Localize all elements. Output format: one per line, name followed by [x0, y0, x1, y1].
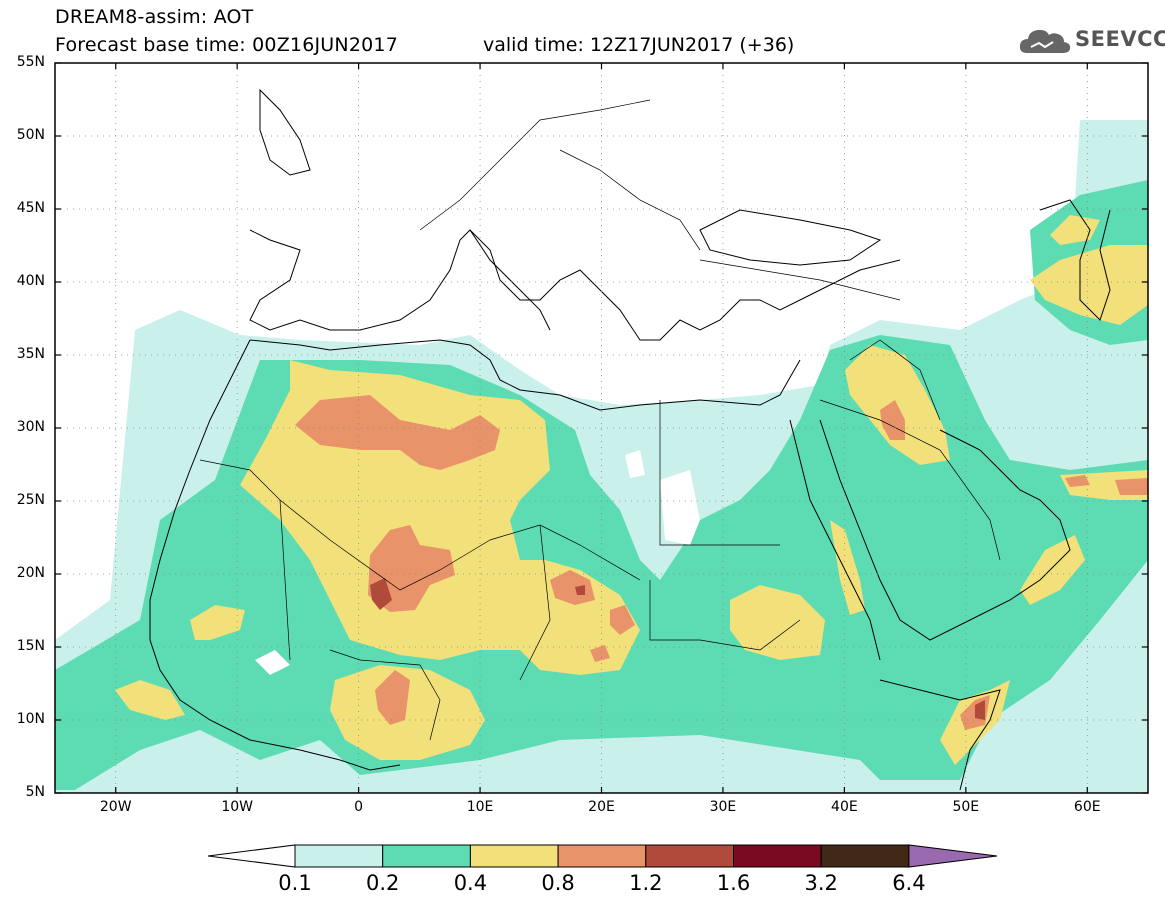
- colorbar-label: 6.4: [892, 871, 926, 895]
- aot-contour-below-0.1-west: [255, 650, 290, 675]
- lon-label: 50E: [952, 799, 980, 815]
- aot-contour-0.8-nigeria: [375, 670, 410, 725]
- seevccc-logo: SEEVCCC: [1017, 23, 1165, 59]
- colorbar: [207, 844, 998, 868]
- aot-contour-0.4-redsea: [830, 520, 865, 615]
- aot-contour-1.2-c: [975, 700, 985, 720]
- aot-contour-0.4-west: [115, 680, 185, 720]
- border-niger-chad: [489, 524, 641, 581]
- colorbar-label: 0.1: [278, 871, 312, 895]
- aot-contour-0.8-niger: [368, 525, 455, 612]
- colorbar-segment: [645, 844, 734, 868]
- lat-label: 35N: [16, 346, 45, 362]
- border-nigeria: [329, 649, 441, 741]
- lat-label: 55N: [16, 54, 45, 70]
- coastline-west-africa: [149, 339, 401, 771]
- aot-contour-1.2-b: [575, 585, 585, 595]
- lat-label: 25N: [16, 492, 45, 508]
- colorbar-label: 0.8: [541, 871, 575, 895]
- border-algeria-mali: [279, 499, 491, 591]
- colorbar-segment: [469, 844, 559, 868]
- lat-label: 40N: [16, 273, 45, 289]
- aot-contour-0.8-iraq: [880, 400, 905, 440]
- lon-label: 0: [354, 799, 364, 815]
- gridlines: [55, 63, 1148, 793]
- colorbar-segment: [382, 844, 471, 868]
- border-mauritania: [199, 459, 291, 661]
- colorbar-segment: [820, 844, 910, 868]
- colorbar-high-extension: [908, 844, 998, 868]
- coastlines: [149, 88, 1111, 791]
- border-libya-egypt: [659, 400, 780, 546]
- aot-contour-1.2: [370, 578, 392, 610]
- lat-label: 45N: [16, 200, 45, 216]
- aot-contour-0.8-iran2: [1115, 478, 1148, 495]
- aot-contour-0.4-sudan: [730, 585, 825, 660]
- aot-contour-below-0.1-libya: [625, 450, 645, 478]
- logo-text: SEEVCCC: [1075, 27, 1165, 51]
- lat-label: 5N: [25, 784, 45, 800]
- aot-contour-0.8-iran: [1065, 475, 1090, 487]
- border-europe-2: [559, 149, 701, 251]
- aot-contour-0.8-chad: [550, 570, 595, 605]
- colorbar-segment: [294, 844, 384, 868]
- border-iraq-iran: [849, 339, 941, 421]
- colorbar-label: 1.2: [629, 871, 663, 895]
- lon-label: 60E: [1073, 799, 1101, 815]
- forecast-base-time: Forecast base time: 00Z16JUN2017: [55, 34, 398, 56]
- axis-ticks: [55, 62, 1148, 794]
- colorbar-segment: [557, 844, 647, 868]
- lon-label: 20W: [99, 799, 132, 815]
- aot-field: [55, 120, 1148, 793]
- lat-label: 50N: [16, 127, 45, 143]
- lat-label: 10N: [16, 711, 45, 727]
- coastline-black-sea: [699, 209, 882, 266]
- colorbar-label: 0.2: [365, 871, 400, 895]
- aot-contour-0.8: [295, 395, 500, 470]
- border-libya-chad: [519, 524, 551, 681]
- aot-contour-0.4-oman: [1020, 535, 1085, 605]
- colorbar-label: 1.6: [716, 871, 751, 895]
- lat-label: 15N: [16, 638, 45, 654]
- lat-label: 20N: [16, 565, 45, 581]
- coastline-red-sea: [789, 419, 881, 661]
- colorbar-label: 3.2: [804, 871, 838, 895]
- aot-contour-0.8-chad3: [590, 645, 610, 662]
- coastline-caspian: [1039, 199, 1111, 321]
- lon-label: 10W: [221, 799, 253, 815]
- border-turkey: [699, 259, 901, 301]
- lon-label: 30E: [709, 799, 737, 815]
- cloud-icon: [1019, 29, 1071, 53]
- border-sudan: [649, 580, 801, 651]
- lon-label: 10E: [466, 799, 494, 815]
- aot-contour-0.4-west2: [190, 605, 245, 640]
- colorbar-segment: [733, 844, 822, 868]
- colorbar-low-extension: [207, 844, 296, 868]
- border-europe-1: [419, 99, 651, 231]
- coastline-north-africa: [249, 339, 801, 411]
- aot-contour-0.8-chad2: [610, 605, 635, 635]
- map-title: DREAM8-assim: AOT: [55, 6, 254, 28]
- coastline-horn: [879, 679, 1001, 791]
- coastline-britain: [259, 88, 311, 176]
- lon-label: 20E: [588, 799, 615, 815]
- coastline-europe: [249, 229, 901, 341]
- lat-label: 30N: [16, 419, 45, 435]
- aot-contour-below-0.1-egypt: [660, 470, 700, 545]
- colorbar-label: 0.4: [453, 871, 488, 895]
- border-saudi: [819, 399, 1001, 561]
- coastline-arabia: [819, 419, 1071, 641]
- valid-time: valid time: 12Z17JUN2017 (+36): [483, 34, 795, 56]
- borders: [199, 99, 1001, 741]
- aot-contour-0.4-caspian: [1030, 245, 1148, 325]
- coastline-italy: [469, 229, 551, 331]
- lon-label: 40E: [831, 799, 858, 815]
- aot-contour-0.4-sahel: [330, 665, 485, 760]
